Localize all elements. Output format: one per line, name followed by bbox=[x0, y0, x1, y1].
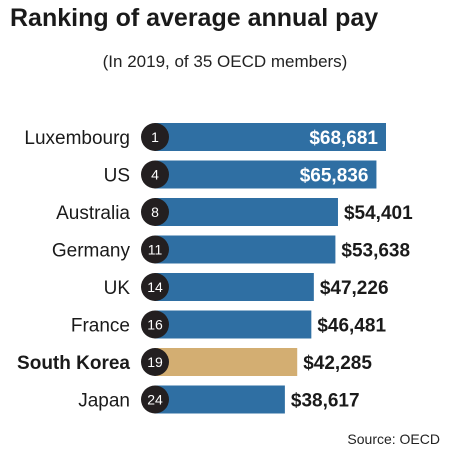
data-label: $54,401 bbox=[344, 203, 413, 224]
rank-label: 11 bbox=[148, 242, 163, 258]
chart-title: Ranking of average annual pay bbox=[10, 4, 378, 32]
rank-label: 8 bbox=[151, 204, 159, 220]
data-label: $65,836 bbox=[300, 166, 369, 187]
rank-badge bbox=[141, 235, 169, 264]
data-label: $42,285 bbox=[303, 353, 372, 374]
rank-badge bbox=[141, 123, 169, 151]
bar bbox=[155, 235, 336, 264]
bar-row: France 16 $46,481 bbox=[71, 310, 386, 339]
bar bbox=[155, 198, 338, 226]
data-label: $68,681 bbox=[309, 128, 378, 149]
bar-row: Australia 8 $54,401 bbox=[56, 198, 413, 226]
category-label: US bbox=[104, 166, 130, 187]
category-label: Australia bbox=[56, 203, 130, 224]
category-label: France bbox=[71, 316, 130, 337]
bar-row: UK 14 $47,226 bbox=[104, 273, 389, 301]
rank-label: 14 bbox=[147, 279, 163, 295]
bar bbox=[155, 123, 386, 151]
category-label: Luxembourg bbox=[24, 128, 130, 149]
bar bbox=[155, 160, 377, 189]
data-label: $53,638 bbox=[341, 241, 410, 262]
bar-row: US 4 $65,836 bbox=[104, 160, 377, 189]
rank-label: 1 bbox=[151, 129, 159, 145]
rank-label: 16 bbox=[147, 317, 163, 333]
chart-subtitle: (In 2019, of 35 OECD members) bbox=[103, 52, 348, 71]
bars-layer: Luxembourg 1 $68,681 US 4 $65,836 Australia 8 $5… bbox=[17, 123, 413, 414]
rank-label: 4 bbox=[151, 167, 159, 183]
category-label: Germany bbox=[52, 241, 131, 262]
rank-label: 24 bbox=[147, 392, 163, 408]
bar-row: Japan 24 $38,617 bbox=[78, 385, 360, 414]
data-label: $47,226 bbox=[320, 278, 389, 299]
bar bbox=[155, 310, 312, 339]
rank-badge bbox=[141, 273, 169, 301]
data-label: $46,481 bbox=[317, 316, 386, 337]
rank-badge bbox=[141, 310, 169, 339]
category-label: UK bbox=[104, 278, 131, 299]
bar bbox=[155, 273, 314, 301]
bar-row: South Korea 19 $42,285 bbox=[17, 348, 372, 376]
bar bbox=[155, 385, 285, 414]
rank-badge bbox=[141, 198, 169, 226]
rank-badge bbox=[141, 348, 169, 376]
chart-source: Source: OECD bbox=[347, 431, 440, 447]
data-label: $38,617 bbox=[291, 391, 360, 412]
rank-label: 19 bbox=[147, 354, 163, 370]
category-label: South Korea bbox=[17, 353, 130, 374]
bar-row: Luxembourg 1 $68,681 bbox=[24, 123, 386, 151]
bar-row: Germany 11 $53,638 bbox=[52, 235, 410, 264]
rank-badge bbox=[141, 385, 169, 414]
category-label: Japan bbox=[78, 391, 130, 412]
rank-badge bbox=[141, 160, 169, 189]
bar bbox=[155, 348, 298, 376]
